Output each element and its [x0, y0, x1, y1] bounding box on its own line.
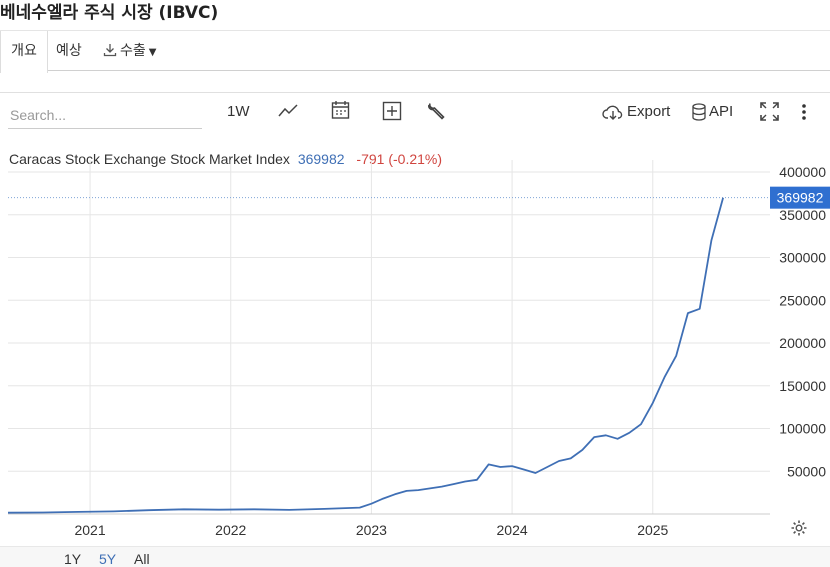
line-chart-icon[interactable]: [278, 101, 298, 125]
download-icon: [103, 44, 117, 57]
gear-icon[interactable]: [790, 519, 808, 537]
tab-overview[interactable]: 개요: [0, 31, 48, 73]
last-value-label: 369982: [777, 190, 824, 206]
index-change: -791 (-0.21%): [356, 151, 443, 167]
x-tick-label: 2021: [74, 522, 105, 538]
chart-panel: [0, 92, 830, 567]
x-tick-label: 2025: [637, 522, 668, 538]
quote-line: Caracas Stock Exchange Stock Market Inde…: [9, 151, 442, 167]
range-1y-button[interactable]: 1Y: [64, 551, 82, 567]
interval-button[interactable]: 1W: [227, 103, 250, 120]
tab-divider: [726, 70, 830, 71]
more-vertical-icon[interactable]: [800, 102, 808, 126]
page-title: 베네수엘라 주식 시장 (IBVC): [0, 3, 219, 23]
y-tick-label: 350000: [779, 207, 826, 223]
y-tick-label: 50000: [787, 463, 826, 479]
tab-export[interactable]: 수출 ▼: [103, 31, 156, 73]
x-tick-label: 2023: [356, 522, 387, 538]
x-tick-label: 2024: [497, 522, 528, 538]
export-button[interactable]: Export: [602, 100, 670, 124]
range-bar: [0, 546, 830, 567]
range-all-button[interactable]: All: [134, 551, 150, 567]
wrench-icon[interactable]: [427, 101, 447, 125]
database-icon: [692, 103, 706, 121]
index-name: Caracas Stock Exchange Stock Market Inde…: [9, 151, 290, 167]
export-label: Export: [627, 103, 671, 120]
api-label: API: [709, 103, 734, 120]
cloud-download-icon: [602, 105, 623, 120]
tab-export-label: 수출: [120, 43, 146, 59]
price-chart[interactable]: 50000 100000 150000 200000 250000 300000 35000…: [0, 160, 830, 546]
tab-forecast[interactable]: 예상: [56, 43, 82, 59]
range-5y-button[interactable]: 5Y: [99, 551, 117, 567]
y-tick-label: 400000: [779, 164, 826, 180]
y-tick-label: 300000: [779, 250, 826, 266]
tab-divider: [48, 70, 726, 71]
index-price: 369982: [297, 151, 345, 167]
y-tick-label: 100000: [779, 421, 826, 437]
x-tick-label: 2022: [215, 522, 246, 538]
search-input[interactable]: [8, 102, 202, 129]
series-line: [7, 197, 724, 514]
add-compare-icon[interactable]: [382, 101, 402, 125]
tab-strip: 개요 예상 수출 ▼: [0, 30, 830, 73]
caret-down-icon: ▼: [148, 47, 157, 58]
y-tick-label: 200000: [779, 335, 826, 351]
fullscreen-icon[interactable]: [760, 102, 779, 126]
y-tick-label: 150000: [779, 378, 826, 394]
api-button[interactable]: API: [692, 100, 733, 124]
calendar-icon[interactable]: [331, 100, 350, 124]
last-value-tag: [770, 186, 830, 209]
y-tick-label: 250000: [779, 292, 826, 308]
